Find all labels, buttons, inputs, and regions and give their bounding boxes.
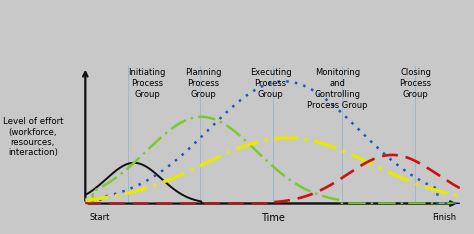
Text: Finish: Finish bbox=[432, 213, 456, 222]
Text: Time: Time bbox=[261, 213, 284, 223]
Text: Level of effort
(workforce,
resources,
interaction): Level of effort (workforce, resources, i… bbox=[3, 117, 63, 157]
Text: Executing
Process
Group: Executing Process Group bbox=[250, 68, 292, 99]
Text: Initiating
Process
Group: Initiating Process Group bbox=[128, 68, 166, 99]
Text: Monitoring
and
Controlling
Process Group: Monitoring and Controlling Process Group bbox=[307, 68, 367, 110]
Text: Planning
Process
Group: Planning Process Group bbox=[185, 68, 221, 99]
Text: Closing
Process
Group: Closing Process Group bbox=[400, 68, 432, 99]
Text: Start: Start bbox=[89, 213, 109, 222]
